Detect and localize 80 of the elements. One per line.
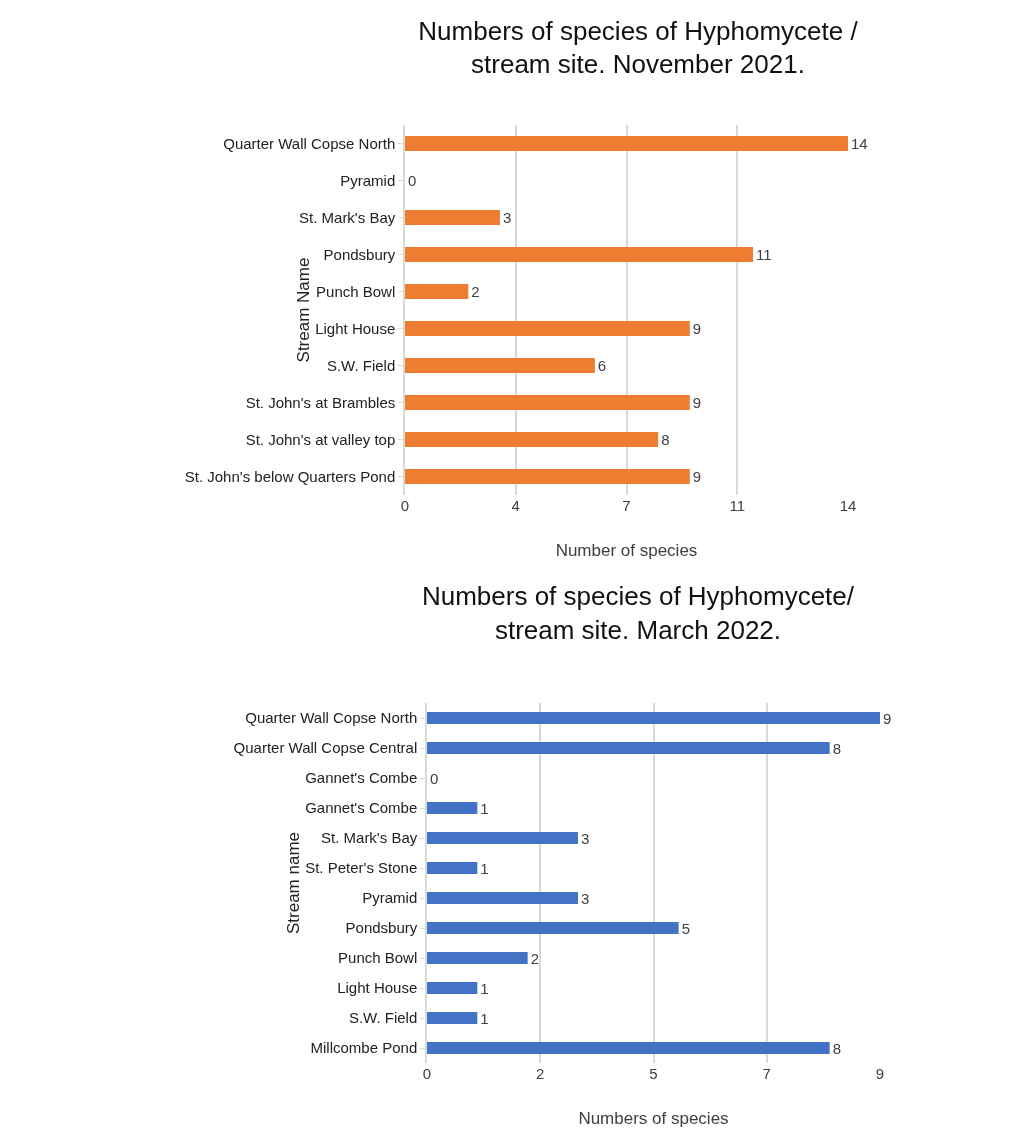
bar bbox=[427, 742, 830, 754]
y-tick-label: Punch Bowl bbox=[338, 949, 418, 967]
data-label: 0 bbox=[430, 769, 439, 787]
bar bbox=[405, 358, 595, 373]
x-tick-label: 5 bbox=[649, 1065, 658, 1082]
bar bbox=[405, 395, 690, 410]
data-label: 9 bbox=[692, 468, 702, 485]
y-tick-label: S.W. Field bbox=[326, 356, 396, 374]
x-tick-label: 9 bbox=[875, 1065, 885, 1082]
data-label: 8 bbox=[832, 1039, 842, 1057]
data-label: 8 bbox=[832, 739, 842, 757]
data-label: 1 bbox=[480, 979, 489, 997]
y-axis-title: Stream name bbox=[284, 831, 304, 935]
y-tick-label: Quarter Wall Copse Central bbox=[233, 739, 418, 757]
x-tick-label: 4 bbox=[511, 497, 520, 514]
bar bbox=[427, 1012, 478, 1024]
y-axis-title: Stream Name bbox=[294, 257, 314, 363]
bar bbox=[427, 712, 880, 724]
x-tick-label: 7 bbox=[622, 497, 631, 514]
y-tick-label: Millcombe Pond bbox=[310, 1039, 418, 1057]
y-tick-label: Pyramid bbox=[340, 171, 396, 189]
x-tick-label: 11 bbox=[729, 497, 746, 514]
data-label: 9 bbox=[692, 320, 702, 337]
y-tick-label: Punch Bowl bbox=[316, 282, 396, 300]
bar bbox=[405, 136, 848, 151]
y-tick-label: Light House bbox=[315, 319, 396, 337]
x-axis-title: Numbers of species bbox=[578, 1109, 729, 1128]
data-label: 9 bbox=[692, 394, 702, 411]
bar bbox=[427, 802, 478, 814]
bar bbox=[427, 862, 478, 874]
y-tick-label: St. John's at Brambles bbox=[245, 393, 396, 411]
y-tick-label: Quarter Wall Copse North bbox=[245, 709, 418, 727]
bar bbox=[405, 284, 469, 299]
bar bbox=[427, 892, 578, 904]
x-axis-title: Number of species bbox=[555, 541, 698, 560]
x-tick-label: 7 bbox=[762, 1065, 771, 1082]
chart-title: Numbers of species of Hyphomycete / stream site. November 2021. bbox=[418, 15, 859, 80]
bar bbox=[405, 247, 754, 262]
data-label: 3 bbox=[581, 889, 590, 907]
chart-title: Numbers of species of Hyphomycete/ stream site. March 2022. bbox=[421, 581, 855, 645]
data-label: 11 bbox=[756, 246, 772, 263]
data-label: 3 bbox=[502, 209, 512, 226]
bar bbox=[405, 432, 659, 447]
data-label: 1 bbox=[480, 1009, 489, 1027]
y-tick-label: Quarter Wall Copse North bbox=[223, 134, 396, 152]
data-label: 6 bbox=[597, 357, 607, 374]
data-label: 2 bbox=[530, 949, 540, 967]
data-label: 8 bbox=[661, 431, 670, 448]
data-label: 14 bbox=[851, 135, 868, 152]
y-tick-label: Light House bbox=[337, 979, 418, 997]
x-tick-label: 0 bbox=[400, 497, 410, 514]
y-tick-label: Gannet's Combe bbox=[305, 799, 418, 817]
data-label: 1 bbox=[480, 799, 489, 817]
y-tick-label: Gannet's Combe bbox=[305, 769, 418, 787]
bar bbox=[405, 321, 690, 336]
y-tick-label: St. Mark's Bay bbox=[299, 208, 396, 226]
y-tick-label: St. Peter's Stone bbox=[305, 859, 418, 877]
bar bbox=[427, 952, 528, 964]
bar bbox=[405, 210, 500, 225]
data-label: 5 bbox=[681, 919, 691, 937]
data-label: 3 bbox=[581, 829, 590, 847]
y-tick-label: St. John's at valley top bbox=[245, 430, 396, 448]
y-tick-label: Pondsbury bbox=[345, 919, 418, 937]
data-label: 9 bbox=[883, 709, 892, 727]
bar bbox=[427, 832, 578, 844]
x-tick-label: 2 bbox=[536, 1065, 545, 1082]
bar bbox=[427, 982, 478, 994]
y-tick-label: S.W. Field bbox=[348, 1009, 418, 1027]
bar bbox=[427, 922, 679, 934]
y-tick-label: St. John's below Quarters Pond bbox=[184, 467, 396, 485]
bar bbox=[427, 1042, 830, 1054]
y-tick-label: Pyramid bbox=[362, 889, 418, 907]
x-tick-label: 0 bbox=[422, 1065, 432, 1082]
data-label: 2 bbox=[471, 283, 480, 300]
bar bbox=[405, 469, 690, 484]
x-tick-label: 14 bbox=[839, 497, 857, 514]
y-tick-label: Pondsbury bbox=[323, 245, 396, 263]
data-label: 0 bbox=[408, 172, 417, 189]
y-tick-label: St. Mark's Bay bbox=[321, 829, 418, 847]
data-label: 1 bbox=[480, 859, 489, 877]
